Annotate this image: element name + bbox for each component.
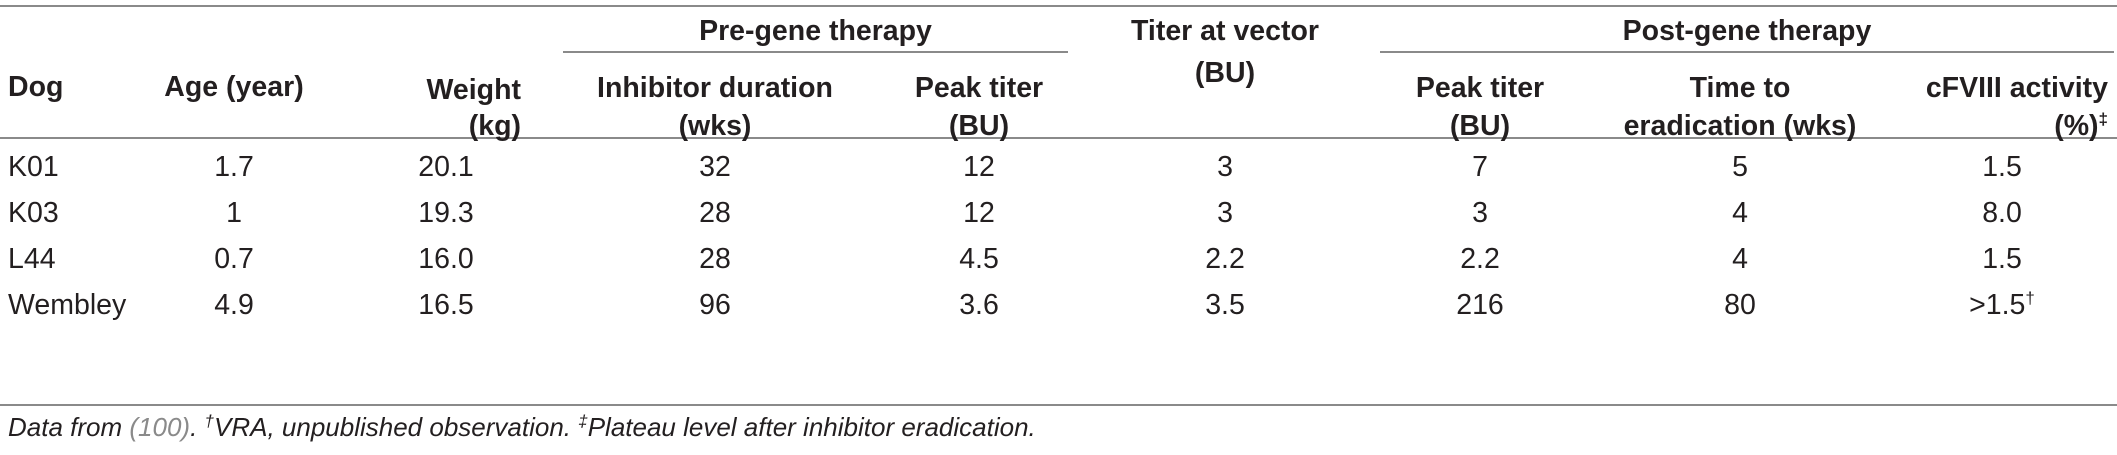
col-header-time-to-eradication: Time to eradication (wks) (1623, 72, 1857, 142)
cell-weight: 16.5 (418, 289, 474, 321)
cell-titer-at-vector: 3.5 (1205, 289, 1245, 321)
pre-gene-therapy-rule (563, 51, 1068, 53)
bottom-rule (0, 404, 2117, 406)
cell-age: 0.7 (214, 243, 254, 275)
col-header-weight: Weight (kg) (426, 74, 521, 142)
cell-pre-peak-titer: 12 (963, 197, 995, 229)
table-footnote: Data from (100). †VRA, unpublished obser… (8, 411, 1036, 442)
cell-cfviii-activity: 1.5 (1982, 243, 2022, 275)
header-post-gene-therapy: Post-gene therapy (1622, 15, 1872, 47)
col-header-inhibitor-duration: Inhibitor duration (wks) (597, 72, 833, 142)
col-header-cfviii-activity: cFVIII activity (%)‡ (1925, 72, 2108, 142)
col-header-pre-peak-titer: Peak titer (BU) (914, 72, 1044, 142)
cell-dog: Wembley (8, 289, 127, 321)
reference-link[interactable]: (100) (129, 412, 191, 442)
cell-post-peak-titer: 7 (1472, 151, 1488, 183)
cell-titer-at-vector: 3 (1217, 151, 1233, 183)
cell-pre-peak-titer: 4.5 (959, 243, 999, 275)
cell-weight: 19.3 (418, 197, 474, 229)
post-gene-therapy-rule (1380, 51, 2114, 53)
cell-dog: K03 (8, 197, 59, 229)
cell-age: 4.9 (214, 289, 254, 321)
col-header-age: Age (year) (164, 71, 304, 103)
cell-inhibitor-duration: 28 (699, 197, 731, 229)
cell-cfviii-activity: 8.0 (1982, 197, 2022, 229)
cell-weight: 20.1 (418, 151, 474, 183)
dagger-mark: † (2025, 288, 2035, 308)
cell-inhibitor-duration: 96 (699, 289, 731, 321)
cell-dog: L44 (8, 243, 56, 275)
double-dagger-mark: ‡ (2098, 109, 2108, 129)
header-pre-gene-therapy: Pre-gene therapy (699, 15, 932, 47)
cell-time-to-eradication: 5 (1732, 151, 1748, 183)
cell-cfviii-activity: 1.5 (1982, 151, 2022, 183)
header-bottom-rule (0, 137, 2117, 139)
cell-inhibitor-duration: 32 (699, 151, 731, 183)
cell-age: 1 (226, 197, 242, 229)
col-header-dog: Dog (8, 71, 64, 103)
cell-pre-peak-titer: 12 (963, 151, 995, 183)
cell-post-peak-titer: 216 (1456, 289, 1504, 321)
cell-cfviii-activity: >1.5† (1969, 288, 2035, 321)
cell-post-peak-titer: 2.2 (1460, 243, 1500, 275)
cell-dog: K01 (8, 151, 59, 183)
cell-titer-at-vector: 3 (1217, 197, 1233, 229)
double-dagger-mark: ‡ (578, 411, 588, 431)
cell-time-to-eradication: 4 (1732, 243, 1748, 275)
top-rule (0, 5, 2117, 7)
cell-inhibitor-duration: 28 (699, 243, 731, 275)
header-titer-at-vector: Titer at vector (BU) (1131, 15, 1319, 89)
cell-weight: 16.0 (418, 243, 474, 275)
cell-pre-peak-titer: 3.6 (959, 289, 999, 321)
dagger-mark: † (204, 411, 214, 431)
cell-titer-at-vector: 2.2 (1205, 243, 1245, 275)
cell-age: 1.7 (214, 151, 254, 183)
cell-time-to-eradication: 4 (1732, 197, 1748, 229)
cell-post-peak-titer: 3 (1472, 197, 1488, 229)
cell-time-to-eradication: 80 (1724, 289, 1756, 321)
col-header-post-peak-titer: Peak titer (BU) (1415, 72, 1545, 142)
